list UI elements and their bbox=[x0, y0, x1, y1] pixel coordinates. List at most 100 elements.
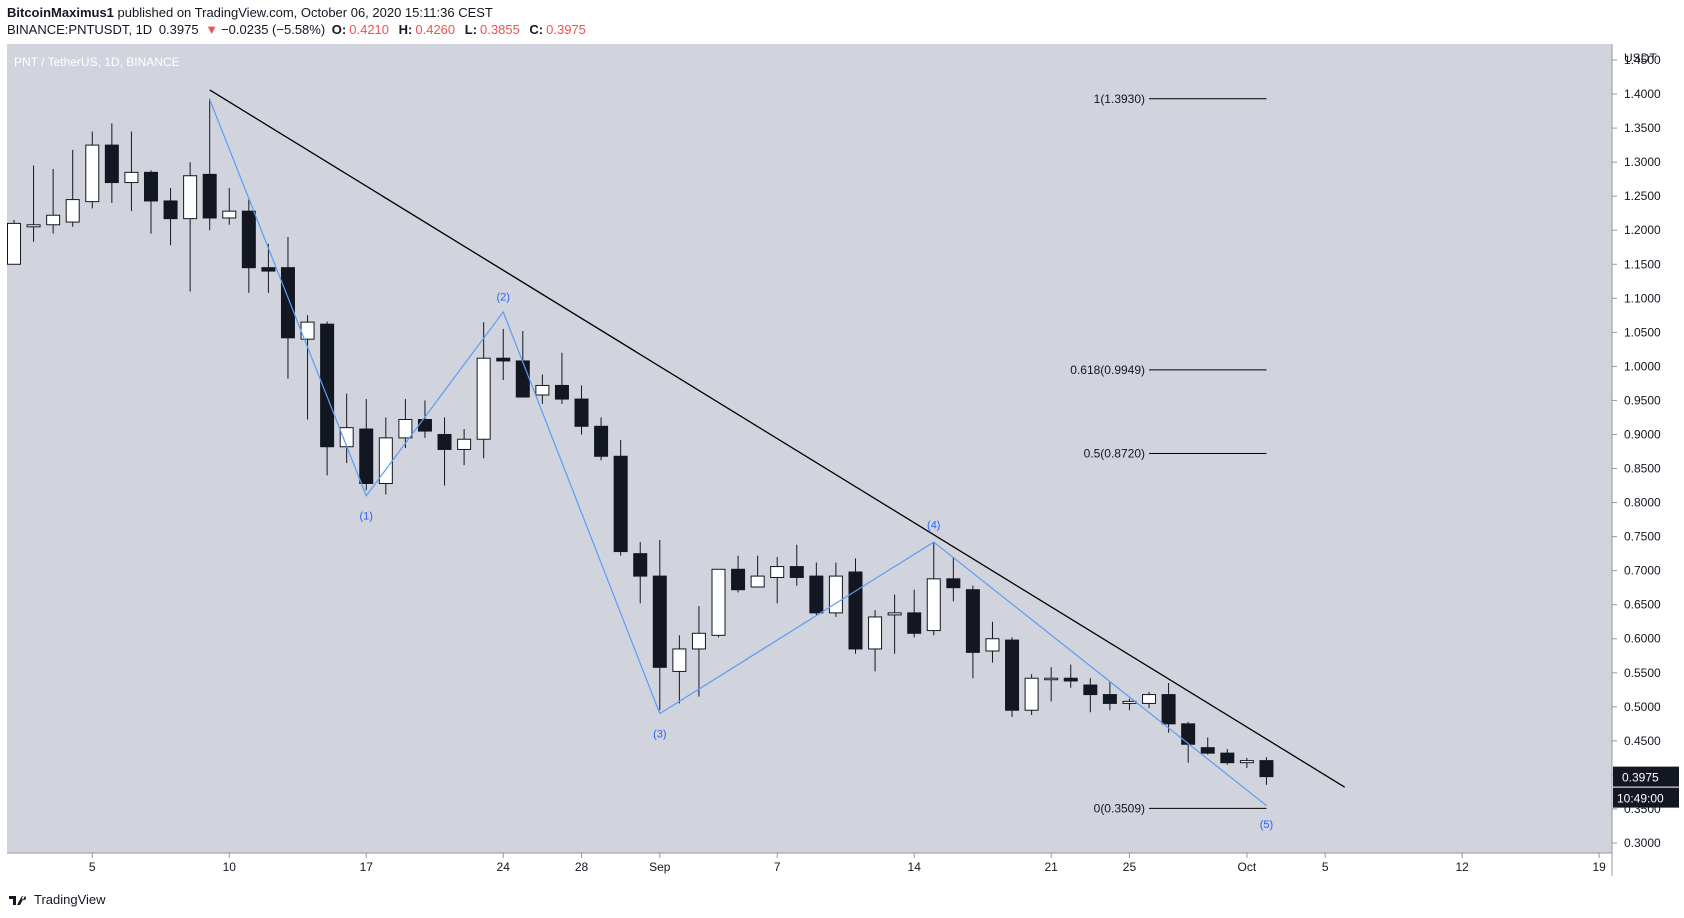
fib-level-label: 0(0.3509) bbox=[1094, 801, 1145, 815]
candle-body bbox=[183, 175, 198, 220]
candle-body bbox=[163, 200, 178, 220]
candle-body bbox=[65, 199, 80, 223]
candle-body bbox=[1005, 639, 1020, 711]
candle-body bbox=[985, 638, 1000, 652]
candle-body bbox=[359, 428, 374, 485]
y-tick-label: 0.9500 bbox=[1624, 393, 1661, 407]
x-tick-label: 5 bbox=[1322, 860, 1329, 874]
candle-body bbox=[1044, 677, 1059, 681]
candle-body bbox=[1239, 760, 1254, 764]
change-value: −0.0235 (−5.58%) bbox=[221, 22, 326, 37]
candle-body bbox=[378, 437, 393, 485]
candle-body bbox=[515, 360, 530, 398]
y-tick-label: 0.7000 bbox=[1624, 564, 1661, 578]
candle-body bbox=[124, 171, 139, 184]
fib-level-label: 0.618(0.9949) bbox=[1070, 363, 1145, 377]
candle-body bbox=[1063, 677, 1078, 682]
close-value: 0.3975 bbox=[546, 22, 586, 37]
last-price-value: 0.3975 bbox=[1622, 771, 1659, 785]
wave-label: (3) bbox=[653, 728, 666, 740]
close-label: C: bbox=[529, 22, 544, 37]
candle-body bbox=[809, 575, 824, 614]
candle-body bbox=[222, 210, 237, 219]
y-tick-label: 1.1000 bbox=[1624, 291, 1661, 305]
candle-body bbox=[965, 589, 980, 653]
open-label: O: bbox=[331, 22, 347, 37]
y-tick-label: 1.2500 bbox=[1624, 189, 1661, 203]
candle-body bbox=[789, 566, 804, 578]
candle-body bbox=[907, 612, 922, 634]
x-tick-label: 12 bbox=[1455, 860, 1469, 874]
low-label: L: bbox=[464, 22, 478, 37]
x-tick-label: 5 bbox=[89, 860, 96, 874]
candle-body bbox=[320, 323, 335, 448]
x-tick-label: 17 bbox=[360, 860, 374, 874]
tradingview-watermark[interactable]: TradingView bbox=[8, 892, 106, 907]
candle-body bbox=[848, 571, 863, 650]
candle-body bbox=[887, 612, 902, 616]
candle-body bbox=[1161, 694, 1176, 725]
candle-body bbox=[1024, 677, 1039, 711]
last-price-tag bbox=[1613, 766, 1679, 787]
y-tick-label: 1.4500 bbox=[1624, 53, 1661, 67]
candle-body bbox=[1220, 752, 1235, 764]
y-tick-label: 0.6000 bbox=[1624, 632, 1661, 646]
y-tick-label: 0.8500 bbox=[1624, 462, 1661, 476]
candle-body bbox=[417, 418, 432, 432]
candle-body bbox=[946, 578, 961, 589]
open-value: 0.4210 bbox=[349, 22, 390, 37]
x-tick-label: 19 bbox=[1592, 860, 1606, 874]
candle-body bbox=[633, 553, 648, 577]
candle-body bbox=[1142, 694, 1157, 704]
y-tick-label: 1.3000 bbox=[1624, 155, 1661, 169]
candle-body bbox=[496, 357, 511, 362]
high-value: 0.4260 bbox=[415, 22, 456, 37]
candle-body bbox=[1259, 760, 1274, 778]
publish-info: BitcoinMaximus1 published on TradingView… bbox=[7, 5, 493, 20]
x-tick-label: 28 bbox=[575, 860, 589, 874]
y-tick-label: 0.5500 bbox=[1624, 666, 1661, 680]
fib-level-label: 0.5(0.8720) bbox=[1084, 447, 1145, 461]
fib-level-label: 1(1.3930) bbox=[1094, 92, 1145, 106]
y-tick-label: 1.3500 bbox=[1624, 121, 1661, 135]
candle-body bbox=[7, 222, 21, 265]
x-tick-label: 10 bbox=[223, 860, 237, 874]
candle-body bbox=[476, 357, 491, 440]
candle-body bbox=[926, 578, 941, 632]
candle-body bbox=[594, 425, 609, 457]
candle-body bbox=[280, 267, 295, 339]
candle-body bbox=[750, 575, 765, 588]
y-tick-label: 1.2000 bbox=[1624, 223, 1661, 237]
candle-body bbox=[652, 575, 667, 668]
tradingview-logo-icon bbox=[9, 895, 27, 905]
wave-label: (2) bbox=[497, 291, 510, 303]
candle-body bbox=[104, 144, 119, 184]
wave-label: (5) bbox=[1260, 819, 1273, 831]
candle-body bbox=[261, 267, 276, 272]
x-tick-label: 24 bbox=[497, 860, 511, 874]
candle-body bbox=[339, 427, 354, 448]
candle-body bbox=[85, 144, 100, 203]
candle-body bbox=[868, 616, 883, 650]
plot-area bbox=[7, 44, 1612, 853]
y-tick-label: 1.0500 bbox=[1624, 325, 1661, 339]
x-tick-label: 7 bbox=[774, 860, 781, 874]
publisher-name[interactable]: BitcoinMaximus1 bbox=[7, 5, 114, 20]
symbol-label: BINANCE:PNTUSDT, 1D bbox=[7, 22, 153, 37]
candle-body bbox=[143, 171, 158, 202]
y-tick-label: 1.0000 bbox=[1624, 359, 1661, 373]
candle-body bbox=[1200, 747, 1215, 754]
candle-body bbox=[711, 568, 726, 636]
x-tick-label: 14 bbox=[908, 860, 922, 874]
y-tick-label: 0.3000 bbox=[1624, 836, 1661, 850]
candle-body bbox=[554, 384, 569, 400]
candle-body bbox=[1102, 694, 1117, 704]
y-tick-label: 1.4000 bbox=[1624, 87, 1661, 101]
candle-body bbox=[574, 398, 589, 427]
candle-body bbox=[26, 224, 41, 228]
candle-body bbox=[241, 210, 256, 269]
candle-body bbox=[535, 384, 550, 396]
y-tick-label: 1.1500 bbox=[1624, 257, 1661, 271]
x-tick-label: Oct bbox=[1238, 860, 1257, 874]
